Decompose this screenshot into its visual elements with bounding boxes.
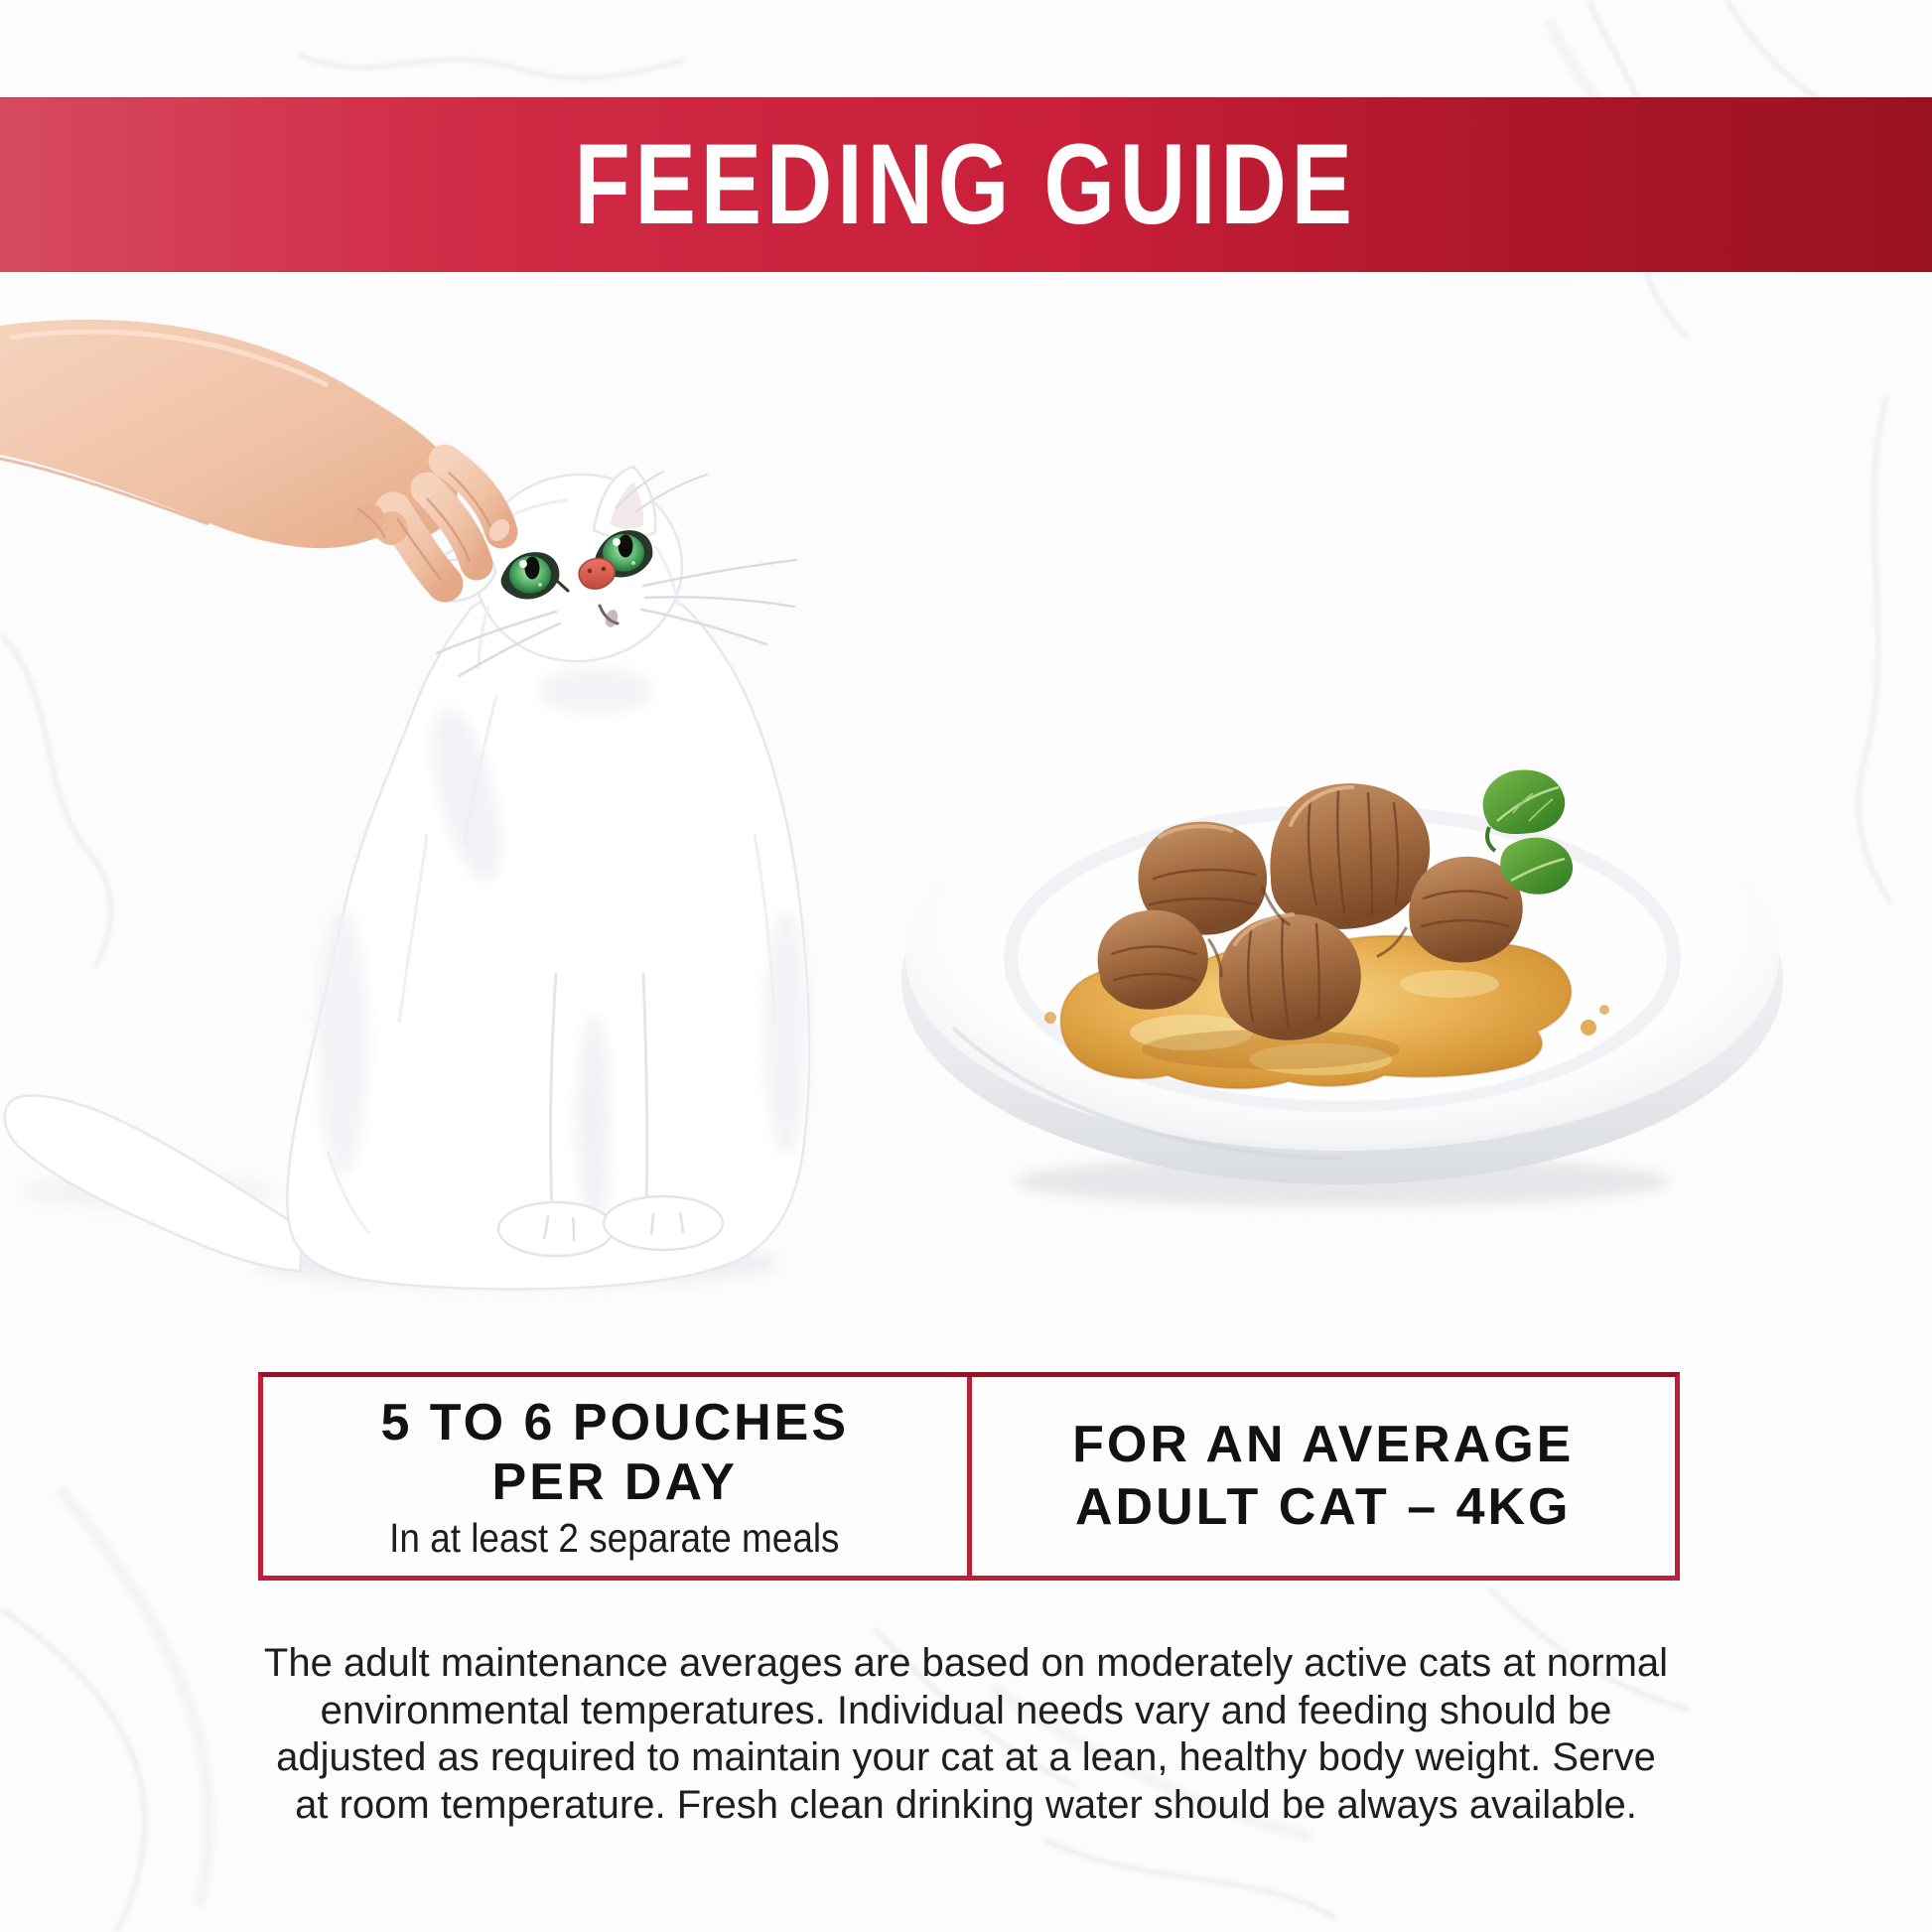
pouches-heading-line1: 5 TO 6 POUCHES <box>380 1393 850 1451</box>
pouches-heading-line2: PER DAY <box>491 1452 738 1511</box>
disclaimer-line: adjusted as required to maintain your ca… <box>276 1735 1656 1779</box>
meat-chunks <box>1097 783 1523 1040</box>
disclaimer-line: The adult maintenance averages are based… <box>263 1641 1669 1685</box>
average-cat-box: FOR AN AVERAGE ADULT CAT – 4KG <box>972 1377 1676 1576</box>
disclaimer-line: at room temperature. Fresh clean drinkin… <box>295 1782 1637 1827</box>
basil-garnish <box>1482 769 1574 895</box>
feeding-guide-table: 5 TO 6 POUCHES PER DAY In at least 2 sep… <box>258 1372 1680 1581</box>
banner: FEEDING GUIDE <box>0 97 1932 272</box>
cat-eyes <box>500 530 653 600</box>
disclaimer-text: The adult maintenance averages are based… <box>122 1640 1810 1829</box>
cat-photo <box>0 319 811 1291</box>
cat-paws <box>496 1194 725 1258</box>
cat-mouth <box>598 604 620 627</box>
hand <box>0 319 518 603</box>
pouches-per-day-box: 5 TO 6 POUCHES PER DAY In at least 2 sep… <box>263 1377 972 1576</box>
fingernail <box>488 519 510 541</box>
page-title: FEEDING GUIDE <box>574 120 1358 248</box>
pouches-subheading: In at least 2 separate meals <box>389 1514 840 1561</box>
cat-nose <box>578 557 616 590</box>
disclaimer-line: environmental temperatures. Individual n… <box>320 1688 1612 1732</box>
cat <box>3 465 811 1291</box>
cat-front-legs <box>549 972 649 1210</box>
cat-whiskers <box>435 471 798 678</box>
cat-heading-line1: FOR AN AVERAGE <box>1072 1416 1575 1473</box>
cat-heading-line2: ADULT CAT – 4KG <box>1074 1478 1572 1536</box>
plate-photo <box>901 761 1783 1207</box>
cat-head <box>425 465 798 678</box>
